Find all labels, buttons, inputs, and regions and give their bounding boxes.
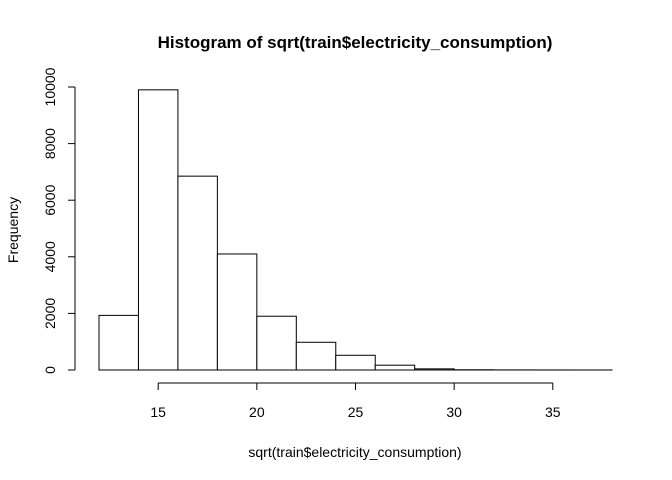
y-tick-label-10000: 10000 (42, 67, 58, 106)
histogram-bar-5 (295, 341, 337, 371)
x-tick-label-30: 30 (446, 404, 462, 420)
y-axis: 0 2000 4000 6000 8000 10000 (42, 67, 76, 374)
histogram-bar-1 (137, 89, 179, 371)
histogram-bar-3 (216, 253, 258, 371)
histogram-bar-0 (98, 314, 139, 371)
y-tick-label-6000: 6000 (42, 184, 58, 215)
y-axis-label: Frequency (5, 197, 21, 263)
histogram-bar-6 (335, 354, 376, 371)
chart-title: Histogram of sqrt(train$electricity_cons… (158, 33, 553, 52)
x-axis-label: sqrt(train$electricity_consumption) (248, 444, 461, 460)
y-tick-label-2000: 2000 (42, 298, 58, 329)
y-tick-label-0: 0 (42, 366, 58, 374)
x-tick-label-35: 35 (545, 404, 561, 420)
histogram-bar-7 (374, 364, 416, 371)
x-axis: 15 20 25 30 35 (150, 382, 561, 420)
histogram-bars (98, 89, 613, 371)
x-tick-label-20: 20 (249, 404, 265, 420)
y-tick-label-8000: 8000 (42, 128, 58, 159)
histogram-bar-8 (414, 368, 455, 371)
histogram-bar-2 (177, 175, 218, 371)
y-tick-label-4000: 4000 (42, 241, 58, 272)
x-tick-label-15: 15 (150, 404, 166, 420)
histogram-bar-4 (256, 315, 297, 371)
x-tick-label-25: 25 (348, 404, 364, 420)
